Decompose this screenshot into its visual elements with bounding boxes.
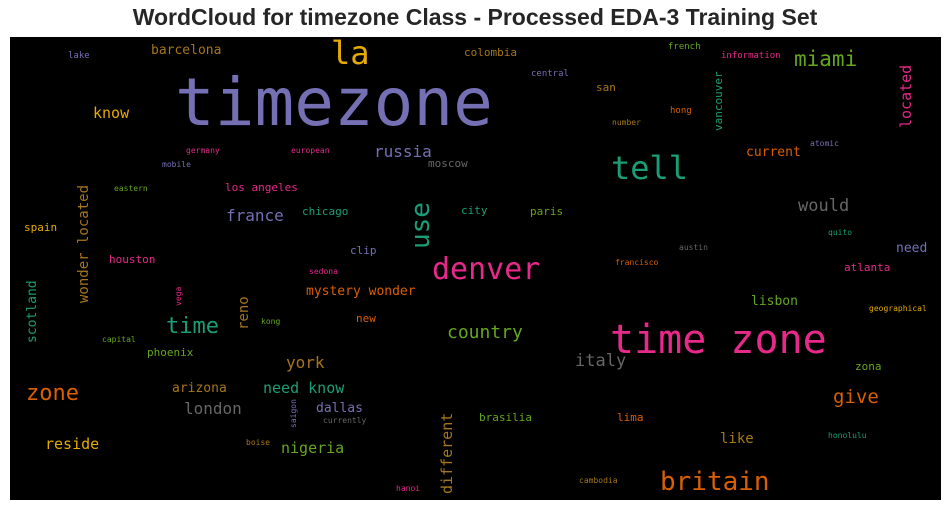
word-york: york [286,353,325,372]
word-francisco: francisco [615,258,659,267]
word-russia: russia [374,142,432,161]
word-give: give [833,386,879,408]
word-current: current [746,145,801,160]
word-italy: italy [575,351,627,371]
word-country: country [447,322,523,343]
word-scotland: scotland [25,280,40,343]
chart-title: WordCloud for timezone Class - Processed… [132,4,818,30]
word-information: information [721,51,781,61]
word-city: city [461,204,488,217]
word-time: time [166,314,219,339]
word-barcelona: barcelona [151,43,222,58]
word-la: la [331,37,370,72]
word-located: located [897,64,915,128]
word-moscow: moscow [428,157,468,170]
word-zone: zone [26,381,79,406]
word-zona: zona [855,360,882,373]
word-atomic: atomic [810,139,839,148]
word-san: san [596,81,616,94]
word-vega: vega [174,286,183,306]
word-reno: reno [236,296,252,330]
word-phoenix: phoenix [147,346,194,359]
word-austin: austin [679,243,708,252]
word-clip: clip [350,244,377,257]
word-know: know [93,104,130,122]
word-timezone: timezone [175,64,493,141]
word-lisbon: lisbon [751,294,798,309]
word-spain: spain [24,221,58,234]
word-quito: quito [828,228,853,237]
word-reside: reside [45,435,100,453]
word-use: use [406,202,436,249]
word-lima: lima [617,411,644,424]
word-like: like [720,431,754,447]
word-need: need [896,241,928,256]
word-brasilia: brasilia [479,411,532,424]
word-britain: britain [660,467,770,497]
word-hanoi: hanoi [396,484,421,493]
word-london: london [184,399,242,418]
word-need-know: need know [263,379,345,397]
word-mobile: mobile [162,160,191,169]
word-time-zone: time zone [610,317,827,363]
word-arizona: arizona [172,381,227,396]
word-colombia: colombia [464,46,517,59]
word-nigeria: nigeria [281,439,345,457]
word-boise: boise [246,438,271,447]
word-central: central [531,69,569,79]
word-cloud-canvas: timezone time zone denver tell britain la use t… [10,37,941,500]
word-new: new [356,312,376,325]
word-miami: miami [794,47,858,71]
word-different: different [438,412,456,494]
word-lake: lake [68,51,90,61]
word-french: french [668,42,701,52]
word-dallas: dallas [316,401,363,416]
word-chicago: chicago [302,205,349,218]
word-tell: tell [611,149,689,187]
word-honolulu: honolulu [828,431,867,440]
word-wonder-located: wonder located [76,184,92,303]
word-number: number [612,118,641,127]
word-denver: denver [432,252,541,287]
word-paris: paris [530,205,564,218]
word-sedona: sedona [309,267,338,276]
word-kong: kong [261,317,281,326]
word-hong: hong [670,106,692,116]
word-mystery-wonder: mystery wonder [306,284,416,299]
word-germany: germany [186,146,220,155]
word-european: european [291,146,330,155]
word-saigon: saigon [289,399,298,428]
word-houston: houston [109,253,156,266]
word-atlanta: atlanta [844,261,891,274]
word-france: france [226,206,284,225]
word-los-angeles: los angeles [225,181,298,194]
word-cambodia: cambodia [579,476,618,485]
word-eastern: eastern [114,184,148,193]
word-currently: currently [323,416,367,425]
word-vancouver: vancouver [712,71,725,131]
word-capital: capital [102,335,136,344]
word-geographical: geographical [869,304,927,313]
word-would: would [798,196,850,216]
